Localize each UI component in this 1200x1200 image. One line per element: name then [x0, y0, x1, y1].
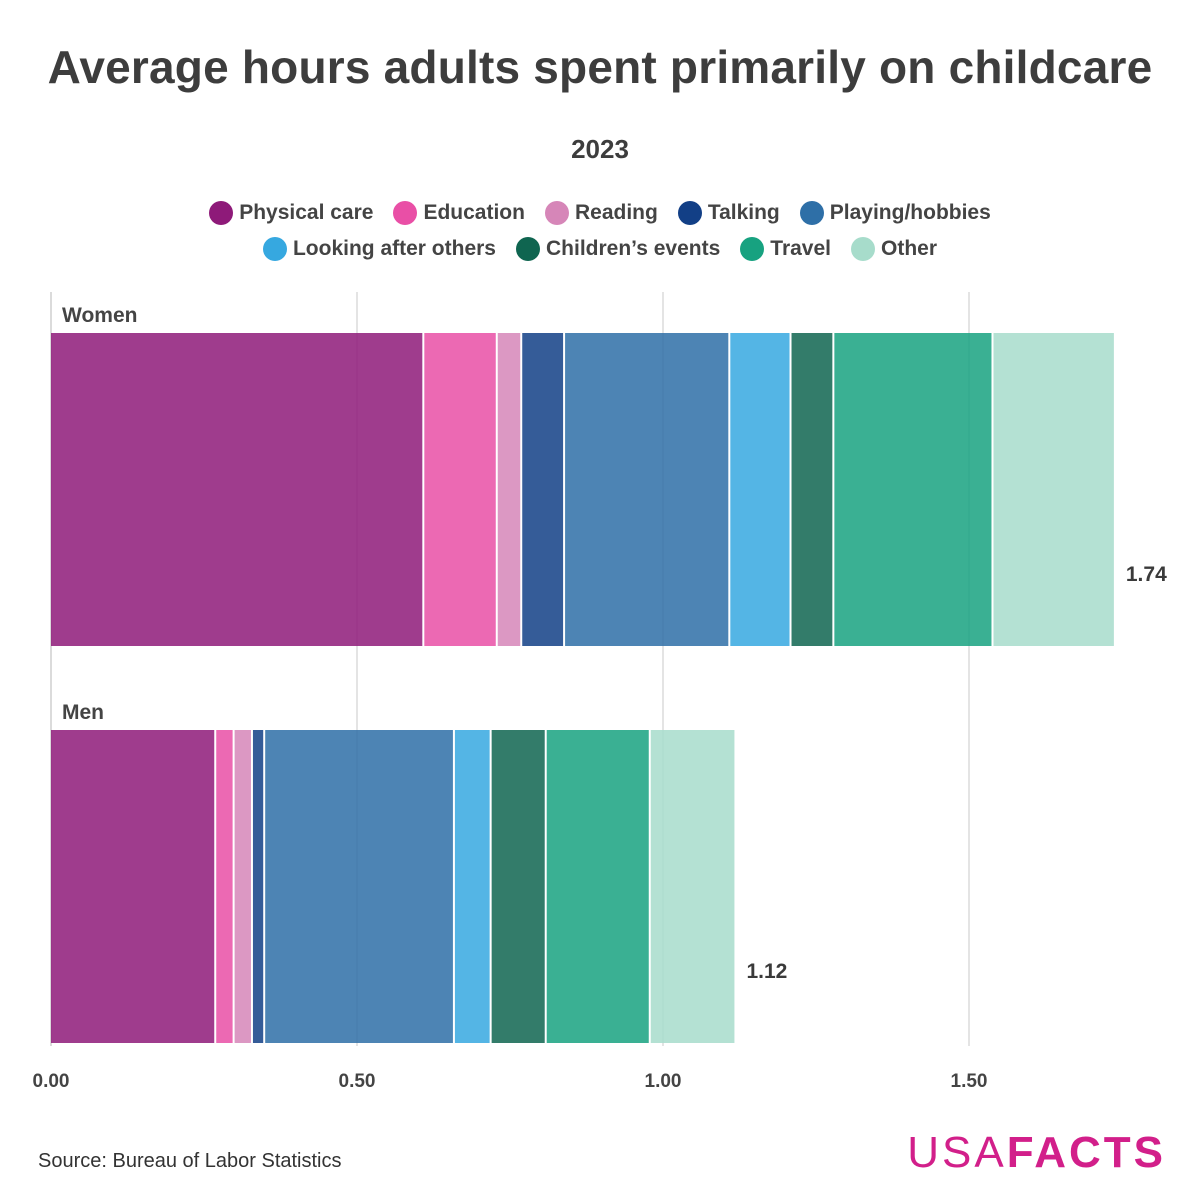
legend-label: Playing/hobbies [829, 201, 991, 224]
legend-row-1: Physical care Education Reading Talking Play… [0, 201, 1200, 225]
bar-segment: Men - Talking: 0.02 [252, 730, 264, 1043]
legend-item: Reading [544, 201, 658, 225]
legend-swatch [677, 201, 702, 225]
x-tick-label: 0.00 [33, 1071, 70, 1092]
legend-item: Talking [677, 201, 780, 225]
bar-segment: Women - Reading: 0.04 [497, 333, 521, 646]
legend-item: Children’s events [516, 237, 720, 261]
legend-swatch [740, 237, 765, 261]
legend-swatch [262, 237, 287, 261]
legend-item: Physical care [209, 201, 373, 225]
category-label: Men [62, 701, 104, 724]
total-label: 1.74 [1126, 563, 1167, 586]
bar-segment: Men - Looking after others: 0.06 [454, 730, 490, 1043]
legend-item: Other [851, 237, 937, 261]
logo-usa: USA [907, 1128, 1007, 1177]
bar-segment: Men - Other: 0.14 [650, 730, 735, 1043]
bar-segment: Men - Physical care: 0.27 [51, 730, 215, 1043]
legend-label: Children’s events [546, 237, 721, 260]
legend-label: Looking after others [292, 237, 496, 260]
x-tick-label: 1.00 [645, 1071, 682, 1092]
bar-segment: Women - Travel: 0.26 [834, 333, 992, 646]
bar-segment: Women - Children’s events: 0.07 [791, 333, 833, 646]
legend-label: Travel [770, 237, 831, 260]
legend-row-2: Looking after others Children’s events Tra… [0, 237, 1200, 261]
bar-segment: Men - Children’s events: 0.09 [491, 730, 545, 1043]
legend-item: Playing/hobbies [799, 201, 991, 225]
x-tick-label: 1.50 [951, 1071, 988, 1092]
legend-label: Talking [707, 201, 780, 224]
legend-item: Education [393, 201, 525, 225]
legend-label: Reading [574, 201, 658, 224]
category-label: Women [62, 304, 137, 327]
legend-swatch [516, 237, 540, 261]
bar-segment: Men - Education: 0.03 [216, 730, 233, 1043]
legend-swatch [851, 237, 875, 261]
legend-swatch [544, 201, 569, 225]
bar-segment: Women - Physical care: 0.61 [51, 333, 423, 646]
chart-subtitle: 2023 [571, 134, 629, 164]
total-label: 1.12 [746, 960, 787, 983]
legend-swatch [393, 201, 418, 225]
bar-segment: Women - Education: 0.12 [424, 333, 496, 646]
legend-swatch [209, 201, 234, 225]
usafacts-logo: USAFACTS [907, 1128, 1166, 1178]
legend-item: Looking after others [262, 237, 496, 261]
bar-segment: Women - Talking: 0.07 [522, 333, 564, 646]
legend-label: Physical care [239, 201, 374, 224]
chart-title: Average hours adults spent primarily on … [47, 41, 1153, 93]
bar-segment: Women - Looking after others: 0.1 [730, 333, 790, 646]
bar-segment: Women - Playing/hobbies: 0.27 [565, 333, 729, 646]
x-tick-label: 0.50 [339, 1071, 376, 1092]
bar-segment: Men - Reading: 0.03 [234, 730, 251, 1043]
bar-segment: Men - Playing/hobbies: 0.31 [265, 730, 453, 1043]
legend-label: Other [881, 237, 938, 260]
bar-segment: Women - Other: 0.2 [993, 333, 1114, 646]
logo-facts: FACTS [1006, 1128, 1166, 1177]
source-note: Source: Bureau of Labor Statistics [38, 1150, 342, 1172]
legend-swatch [799, 201, 824, 225]
bar-segment: Men - Travel: 0.17 [546, 730, 649, 1043]
legend-item: Travel [740, 237, 831, 261]
legend-label: Education [423, 201, 525, 224]
